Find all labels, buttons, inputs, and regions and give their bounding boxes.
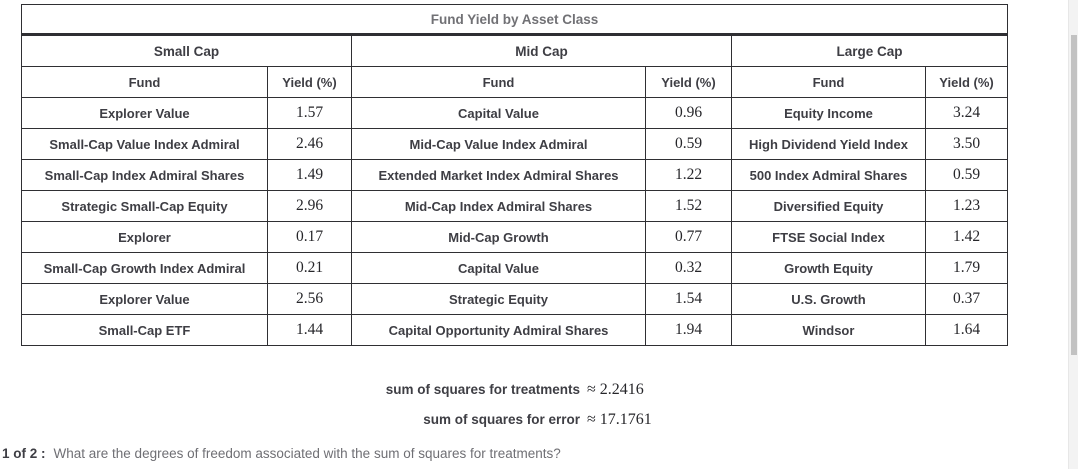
yield-cell: 1.54 — [645, 283, 732, 315]
table-row: Small-Cap Value Index Admiral 2.46 Mid-C… — [21, 128, 1009, 160]
fund-cell: U.S. Growth — [731, 283, 926, 315]
fund-cell: Mid-Cap Index Admiral Shares — [351, 190, 646, 222]
table-title-row: Fund Yield by Asset Class — [20, 4, 1009, 36]
question-text: What are the degrees of freedom associat… — [53, 446, 561, 461]
question-line: 1 of 2 : What are the degrees of freedom … — [2, 446, 1042, 461]
table-row: Explorer 0.17 Mid-Cap Growth 0.77 FTSE S… — [21, 221, 1009, 253]
fund-cell: High Dividend Yield Index — [731, 128, 926, 160]
fund-cell: Small-Cap Value Index Admiral — [21, 128, 268, 160]
fund-cell: Strategic Small-Cap Equity — [21, 190, 268, 222]
yield-cell: 0.77 — [645, 221, 732, 253]
yield-cell: 3.24 — [924, 97, 1009, 129]
yield-cell: 0.37 — [924, 283, 1009, 315]
col-header-fund: Fund — [21, 66, 268, 98]
fund-yield-table: Fund Yield by Asset Class Small Cap Mid … — [20, 4, 1009, 346]
fund-cell: Strategic Equity — [351, 283, 646, 315]
col-header-yield: Yield (%) — [267, 66, 352, 98]
table-row: Small-Cap ETF 1.44 Capital Opportunity A… — [21, 314, 1009, 346]
yield-cell: 1.94 — [645, 314, 732, 346]
fund-cell: Windsor — [731, 314, 926, 346]
fund-cell: Explorer — [21, 221, 268, 253]
yield-cell: 1.79 — [924, 252, 1009, 284]
yield-cell: 1.49 — [267, 159, 352, 191]
yield-cell: 3.50 — [924, 128, 1009, 160]
yield-cell: 2.96 — [267, 190, 352, 222]
fund-cell: Small-Cap Growth Index Admiral — [21, 252, 268, 284]
fund-cell: Capital Opportunity Admiral Shares — [351, 314, 646, 346]
stat-value: ≈ 2.2416 — [587, 381, 644, 398]
table-row: Small-Cap Growth Index Admiral 0.21 Capi… — [21, 252, 1009, 284]
stat-label: sum of squares for treatments — [385, 382, 580, 397]
fund-cell: 500 Index Admiral Shares — [731, 159, 926, 191]
group-header-mid-cap: Mid Cap — [351, 34, 732, 67]
group-header-row: Small Cap Mid Cap Large Cap — [21, 34, 1009, 67]
fund-cell: FTSE Social Index — [731, 221, 926, 253]
fund-cell: Equity Income — [731, 97, 926, 129]
fund-cell: Explorer Value — [21, 97, 268, 129]
table-title: Fund Yield by Asset Class — [20, 4, 1009, 36]
fund-cell: Small-Cap Index Admiral Shares — [21, 159, 268, 191]
yield-cell: 1.42 — [924, 221, 1009, 253]
fund-cell: Capital Value — [351, 252, 646, 284]
col-header-yield: Yield (%) — [924, 66, 1009, 98]
stat-value: ≈ 17.1761 — [587, 411, 652, 428]
yield-cell: 0.32 — [645, 252, 732, 284]
col-header-fund: Fund — [731, 66, 926, 98]
col-header-fund: Fund — [351, 66, 646, 98]
yield-cell: 1.22 — [645, 159, 732, 191]
yield-cell: 1.64 — [924, 314, 1009, 346]
table-row: Explorer Value 1.57 Capital Value 0.96 E… — [21, 97, 1009, 129]
yield-cell: 1.23 — [924, 190, 1009, 222]
col-header-yield: Yield (%) — [645, 66, 732, 98]
yield-cell: 0.21 — [267, 252, 352, 284]
yield-cell: 2.46 — [267, 128, 352, 160]
stat-line-treatments: sum of squares for treatments ≈ 2.2416 — [0, 381, 1007, 411]
group-header-small-cap: Small Cap — [21, 34, 352, 67]
fund-cell: Mid-Cap Growth — [351, 221, 646, 253]
stat-label: sum of squares for error — [423, 412, 580, 427]
yield-cell: 0.59 — [924, 159, 1009, 191]
table-row: Strategic Small-Cap Equity 2.96 Mid-Cap … — [21, 190, 1009, 222]
yield-cell: 1.52 — [645, 190, 732, 222]
vertical-scrollbar-track[interactable] — [1068, 0, 1078, 469]
fund-cell: Explorer Value — [21, 283, 268, 315]
fund-cell: Small-Cap ETF — [21, 314, 268, 346]
fund-cell: Extended Market Index Admiral Shares — [351, 159, 646, 191]
fund-cell: Diversified Equity — [731, 190, 926, 222]
stat-line-error: sum of squares for error ≈ 17.1761 — [0, 411, 1007, 441]
question-number: 1 of 2 : — [2, 446, 46, 461]
yield-cell: 0.59 — [645, 128, 732, 160]
yield-cell: 2.56 — [267, 283, 352, 315]
fund-cell: Capital Value — [351, 97, 646, 129]
anova-stats: sum of squares for treatments ≈ 2.2416 s… — [0, 381, 1007, 441]
yield-cell: 1.44 — [267, 314, 352, 346]
yield-cell: 1.57 — [267, 97, 352, 129]
table-row: Explorer Value 2.56 Strategic Equity 1.5… — [21, 283, 1009, 315]
group-header-large-cap: Large Cap — [730, 34, 1009, 67]
yield-cell: 0.17 — [267, 221, 352, 253]
fund-cell: Growth Equity — [731, 252, 926, 284]
fund-cell: Mid-Cap Value Index Admiral — [351, 128, 646, 160]
column-header-row: Fund Yield (%) Fund Yield (%) Fund Yield… — [21, 66, 1009, 98]
yield-cell: 0.96 — [645, 97, 732, 129]
vertical-scrollbar-thumb[interactable] — [1071, 35, 1077, 355]
table-row: Small-Cap Index Admiral Shares 1.49 Exte… — [21, 159, 1009, 191]
